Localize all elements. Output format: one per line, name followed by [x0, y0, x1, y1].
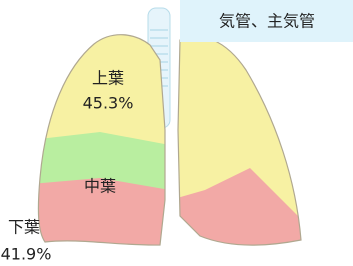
lobe-value: 45.3% — [83, 94, 134, 113]
right-lung — [170, 20, 310, 260]
lobe-label: 上葉 — [92, 69, 124, 88]
callout-label: 気管、主気管 — [219, 12, 315, 31]
lobe-label: 下葉 — [8, 218, 40, 237]
left-lung — [30, 20, 170, 260]
lobe-value: 41.9% — [1, 245, 52, 264]
lung-diagram: 気管、主気管 上葉 45.3% 中葉 下葉 41.9% — [0, 0, 353, 266]
lobe-label: 中葉 — [84, 177, 116, 196]
